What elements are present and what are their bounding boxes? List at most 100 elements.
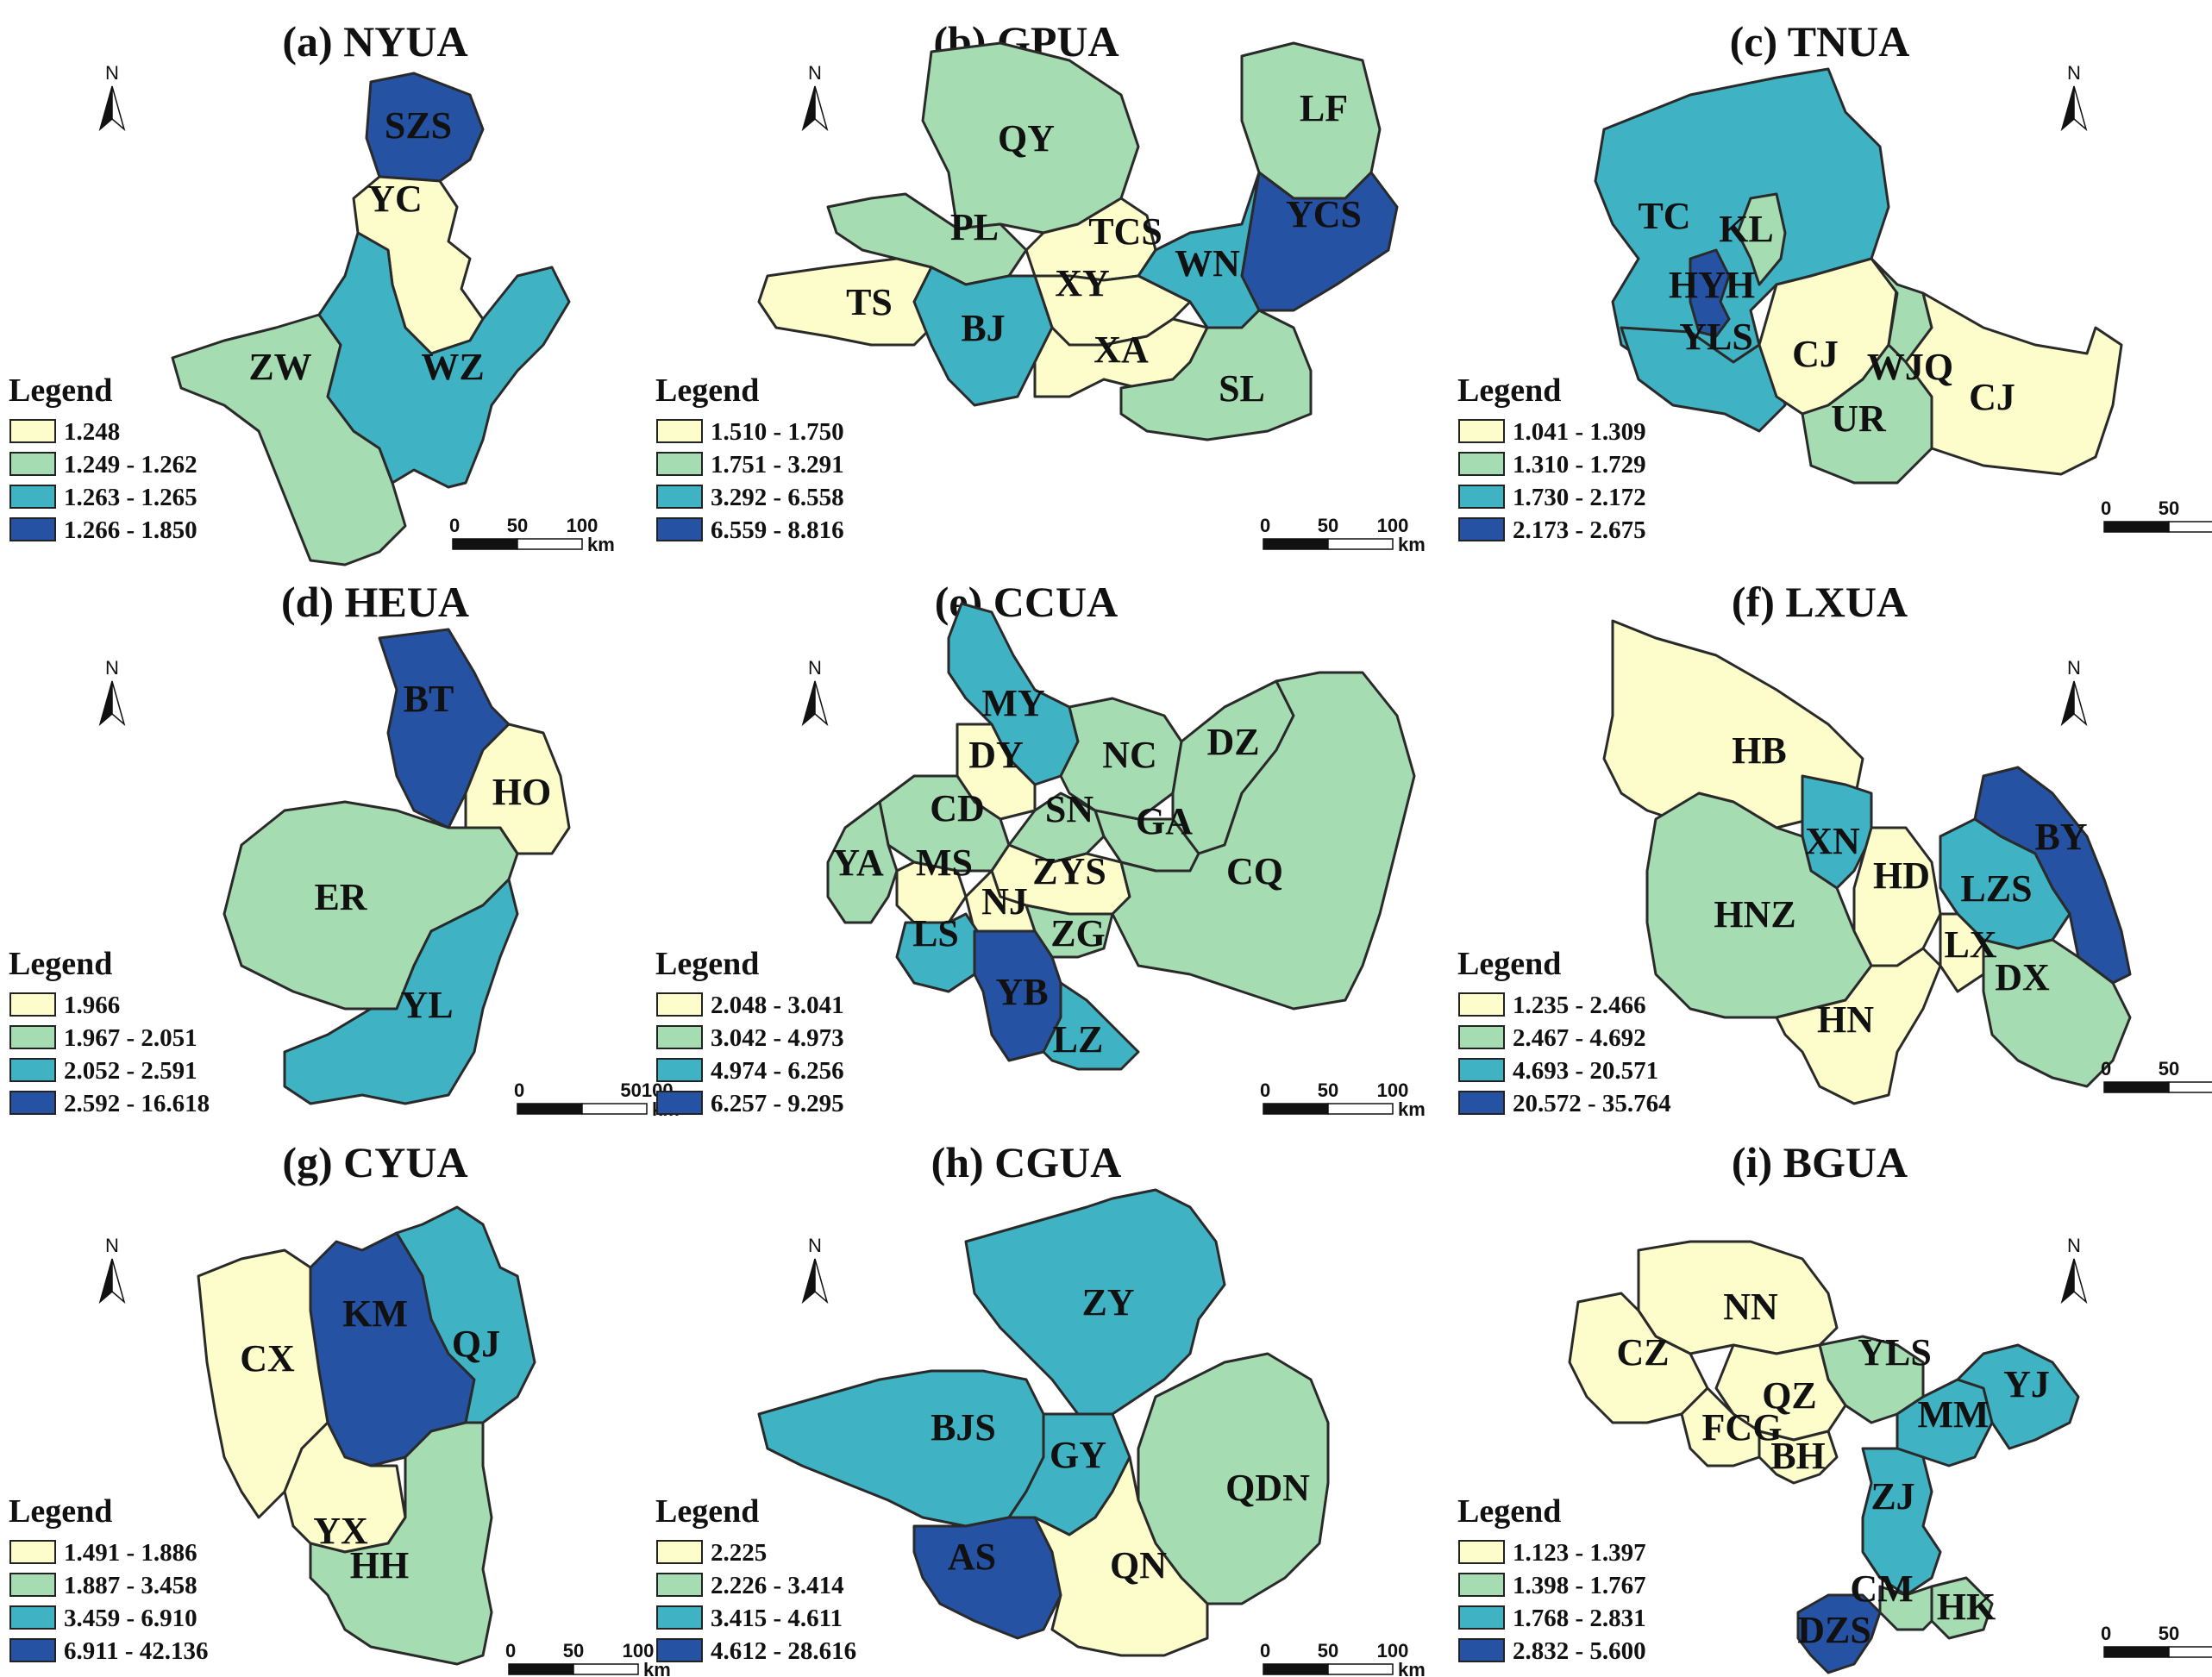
region-label-yls: YLS — [1858, 1331, 1932, 1374]
region-label-fcg: FCG — [1702, 1406, 1783, 1449]
region-bj — [912, 266, 1054, 407]
region-hn — [1775, 947, 1942, 1105]
region-label-lzs: LZS — [1960, 867, 2032, 910]
region-label-sl: SL — [1219, 367, 1265, 410]
legend-item-4: 2.832 - 5.600 — [1513, 1637, 1646, 1665]
legend-swatch-4 — [9, 517, 56, 541]
region-ya — [826, 800, 899, 924]
region-label-xn: XN — [1805, 820, 1860, 862]
legend-item-1: 1.235 - 2.466 — [1513, 992, 1646, 1019]
region-hd — [1852, 826, 1942, 967]
legend-swatch-4 — [656, 1091, 703, 1115]
region-label-hk: HK — [1937, 1586, 1996, 1628]
region-label-zg: ZG — [1050, 912, 1106, 954]
legend-item-3: 4.693 - 20.571 — [1513, 1057, 1658, 1085]
legend-title: Legend — [1457, 372, 1561, 409]
region-label-ga: GA — [1136, 800, 1193, 842]
legend: Legend 1.123 - 1.397 1.398 - 1.767 1.768 - … — [1457, 1493, 1646, 1665]
region-label-km: KM — [342, 1292, 408, 1335]
legend-item-4: 20.572 - 35.764 — [1513, 1090, 1671, 1117]
region-label-yls: YLS — [1679, 316, 1753, 358]
scale-tick-1: 50 — [1318, 515, 1338, 536]
region-label-cj: CJ — [1792, 333, 1839, 375]
region-label-cq: CQ — [1226, 850, 1283, 892]
region-label-xa: XA — [1093, 329, 1149, 371]
region-label-tc: TC — [1638, 195, 1690, 237]
legend-title: Legend — [9, 1493, 112, 1530]
panel-title: (c) TNUA — [1730, 17, 1910, 66]
region-label-dy: DY — [968, 734, 1024, 776]
region-label-yc: YC — [367, 178, 423, 220]
legend-swatch-2 — [1458, 1025, 1505, 1049]
region-label-sn: SN — [1045, 788, 1093, 830]
legend-item-3: 3.292 - 6.558 — [711, 484, 844, 511]
region-group: SZS YC ZW WZ — [171, 72, 571, 566]
scale-tick-1: 50 — [2159, 1058, 2179, 1079]
region-label-mm: MM — [1917, 1393, 1989, 1436]
region-label-lz: LZ — [1053, 1018, 1104, 1061]
legend-item-4: 2.592 - 16.618 — [64, 1090, 210, 1117]
panel-title: (f) LXUA — [1732, 578, 1908, 626]
legend-swatch-3 — [656, 1058, 703, 1082]
region-kl — [1736, 192, 1787, 286]
legend-title: Legend — [655, 946, 759, 982]
legend-item-4: 6.559 - 8.816 — [711, 516, 844, 544]
legend-item-2: 1.249 - 1.262 — [64, 451, 197, 479]
legend-swatch-3 — [9, 485, 56, 509]
region-lzs — [1939, 817, 2071, 950]
legend-item-3: 4.974 - 6.256 — [711, 1057, 844, 1085]
north-label: N — [808, 657, 822, 679]
scale-unit: km — [1398, 1659, 1426, 1677]
region-label-cm: CM — [1850, 1567, 1913, 1610]
legend-swatch-3 — [1458, 1058, 1505, 1082]
legend-swatch-2 — [1458, 452, 1505, 476]
scale-tick-0: 0 — [449, 515, 460, 536]
region-label-lx: LX — [1944, 923, 1996, 966]
map-panel-1: (a) NYUA SZS YC ZW WZ N Legend 1.248 1.249 - 1.2… — [9, 17, 615, 566]
legend-item-4: 1.266 - 1.850 — [64, 516, 197, 544]
region-label-tcs: TCS — [1088, 210, 1162, 253]
region-label-nc: NC — [1102, 734, 1157, 776]
region-label-zj: ZJ — [1870, 1475, 1914, 1517]
region-yl — [283, 878, 519, 1105]
legend-swatch-2 — [1458, 1573, 1505, 1597]
panel-title: (a) NYUA — [282, 17, 467, 66]
legend-title: Legend — [9, 946, 112, 982]
legend-item-2: 1.398 - 1.767 — [1513, 1572, 1646, 1599]
legend-item-3: 3.459 - 6.910 — [64, 1605, 197, 1632]
region-label-qy: QY — [998, 117, 1055, 160]
region-label-hnz: HNZ — [1714, 893, 1795, 935]
region-as — [912, 1516, 1062, 1640]
region-label-ls: LS — [912, 912, 959, 954]
north-label: N — [808, 1235, 822, 1256]
legend-item-3: 1.730 - 2.172 — [1513, 484, 1646, 511]
legend-swatch-1 — [9, 1540, 56, 1564]
region-label-szs: SZS — [385, 104, 452, 147]
north-label: N — [105, 62, 119, 84]
region-hk — [1930, 1576, 1994, 1640]
legend-swatch-3 — [1458, 1605, 1505, 1630]
north-arrow-icon: N — [98, 657, 126, 727]
legend-item-1: 1.491 - 1.886 — [64, 1539, 197, 1567]
legend-swatch-4 — [9, 1091, 56, 1115]
region-label-by: BY — [2034, 816, 2087, 858]
scale-tick-1: 50 — [2159, 497, 2179, 519]
region-ho — [464, 723, 571, 855]
region-cj — [1904, 291, 2123, 476]
legend-swatch-1 — [656, 1540, 703, 1564]
region-label-cd: CD — [930, 787, 985, 829]
region-label-nj: NJ — [981, 880, 1028, 923]
region-group: TC KL HYH YLS CJ WJQ UR CJ — [1594, 67, 2123, 485]
north-arrow-icon: N — [2060, 62, 2088, 132]
legend-swatch-1 — [1458, 1540, 1505, 1564]
scale-tick-1: 50 — [1318, 1640, 1338, 1661]
region-label-yj: YJ — [2003, 1363, 2050, 1405]
legend-swatch-3 — [9, 1058, 56, 1082]
